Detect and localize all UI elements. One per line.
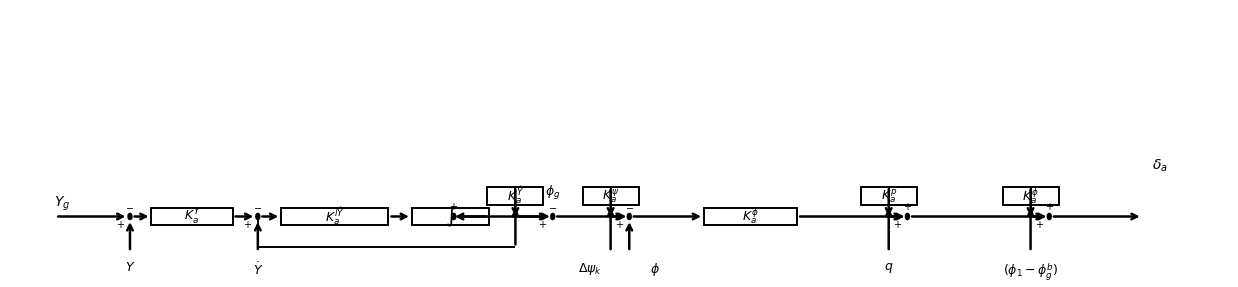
Text: $+$: $+$	[115, 219, 125, 230]
Text: $K_a^Y$: $K_a^Y$	[183, 206, 201, 226]
Bar	[412, 208, 489, 225]
Text: $+$: $+$	[615, 219, 624, 230]
Bar	[488, 187, 543, 205]
Bar	[281, 208, 389, 225]
Text: $Y$: $Y$	[125, 261, 135, 274]
Bar	[583, 187, 639, 205]
Text: $-$: $-$	[625, 202, 634, 212]
Text: $(\phi_1-\phi_g^b)$: $(\phi_1-\phi_g^b)$	[1003, 261, 1058, 283]
Text: $K_a^\psi$: $K_a^\psi$	[602, 187, 619, 205]
Text: $K_a^\phi$: $K_a^\phi$	[743, 207, 759, 226]
Text: $K_a^\phi$: $K_a^\phi$	[1023, 186, 1039, 206]
Text: $Y_g$: $Y_g$	[54, 194, 71, 213]
Text: $+$: $+$	[244, 219, 253, 230]
Text: $-$: $-$	[125, 202, 135, 212]
Text: $+$: $+$	[1035, 219, 1044, 230]
Text: $+$: $+$	[893, 219, 903, 230]
Text: $K_a^p$: $K_a^p$	[880, 187, 896, 205]
Text: $q$: $q$	[884, 261, 894, 275]
Bar	[704, 208, 797, 225]
Bar	[1003, 187, 1058, 205]
Text: $-$: $-$	[548, 202, 557, 212]
Text: $+$: $+$	[1045, 201, 1054, 212]
Text: $K_a^{l\dot{Y}}$: $K_a^{l\dot{Y}}$	[326, 205, 344, 228]
Text: $+$: $+$	[449, 201, 458, 212]
Bar	[860, 187, 916, 205]
Text: $-$: $-$	[254, 202, 262, 212]
Text: $\dot{Y}$: $\dot{Y}$	[253, 261, 262, 278]
Bar	[151, 208, 233, 225]
Text: $\int$: $\int$	[444, 204, 457, 228]
Text: $\phi_g$: $\phi_g$	[545, 185, 561, 203]
Text: $\phi$: $\phi$	[650, 261, 660, 278]
Text: $+$: $+$	[539, 219, 547, 230]
Text: $\Delta\psi_k$: $\Delta\psi_k$	[578, 261, 602, 277]
Text: $+$: $+$	[903, 201, 912, 212]
Text: $\delta_a$: $\delta_a$	[1151, 158, 1167, 174]
Text: $K_a^{\dot{Y}}$: $K_a^{\dot{Y}}$	[506, 185, 524, 207]
